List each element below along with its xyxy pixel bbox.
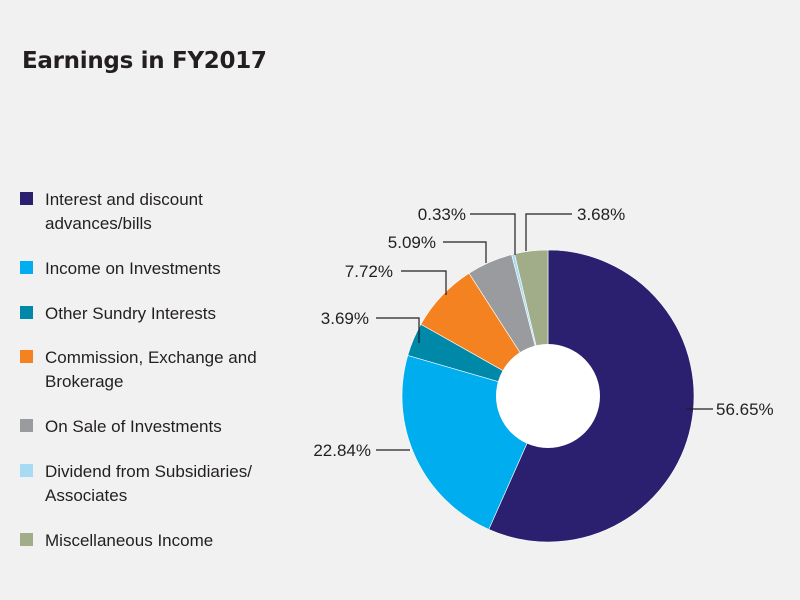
legend-label-line: Income on Investments <box>45 259 221 278</box>
leader-line <box>401 270 447 295</box>
legend-label: Interest and discount advances/bills <box>45 188 310 236</box>
legend-label-line: Miscellaneous Income <box>45 531 214 550</box>
legend-swatch <box>20 464 33 477</box>
legend-label: Income on Investments <box>45 257 310 281</box>
data-label: 56.65% <box>716 400 774 419</box>
data-label: 3.68% <box>577 205 625 224</box>
legend-label: Commission, Exchange and Brokerage <box>45 346 310 394</box>
legend-label-line: advances/bills <box>45 214 152 233</box>
chart-title: Earnings in FY2017 <box>22 48 267 74</box>
legend-swatch <box>20 306 33 319</box>
legend-swatch <box>20 533 33 546</box>
data-label: 0.33% <box>418 205 466 224</box>
legend-swatch <box>20 350 33 363</box>
leader-line <box>376 317 420 343</box>
legend-swatch <box>20 261 33 274</box>
data-label: 3.69% <box>321 309 369 328</box>
legend-label-line: Other Sundry Interests <box>45 304 217 323</box>
leader-line <box>443 241 487 263</box>
legend-label-line: Associates <box>45 486 128 505</box>
legend-label: Miscellaneous Income <box>45 529 310 553</box>
legend-swatch <box>20 419 33 432</box>
donut-hole <box>496 344 600 448</box>
leader-line <box>470 213 516 255</box>
legend-label-line: Interest and discount <box>45 190 203 209</box>
leader-line <box>525 213 572 251</box>
data-label: 5.09% <box>388 233 436 252</box>
legend-label: Other Sundry Interests <box>45 302 310 326</box>
data-label: 7.72% <box>345 262 393 281</box>
legend-swatch <box>20 192 33 205</box>
data-label: 22.84% <box>313 441 371 460</box>
legend-label-line: Brokerage <box>45 372 124 391</box>
legend-label-line: Commission, Exchange and <box>45 348 257 367</box>
legend-label: Dividend from Subsidiaries/Associates <box>45 460 310 508</box>
legend-label-line: On Sale of Investments <box>45 417 222 436</box>
legend-label: On Sale of Investments <box>45 415 310 439</box>
legend-label-line: Dividend from Subsidiaries/ <box>45 462 252 481</box>
